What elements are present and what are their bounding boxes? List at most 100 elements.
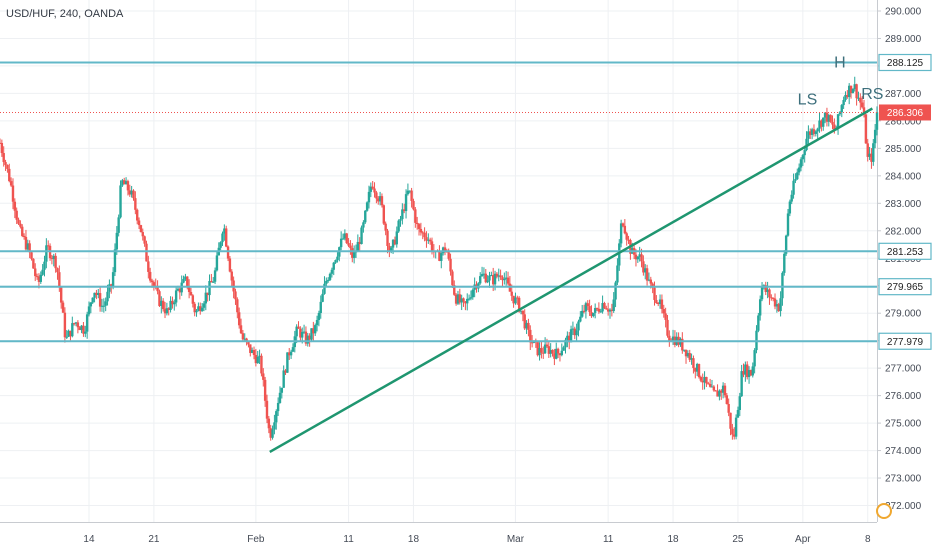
candle-body (599, 311, 602, 313)
candle-body (584, 303, 588, 312)
candle-body (139, 225, 143, 233)
y-tick-label: 285.000 (885, 144, 922, 155)
candle-body (497, 275, 500, 277)
candle-body (568, 335, 571, 343)
candle-body (616, 265, 619, 283)
candle-body (443, 247, 447, 251)
candle-body (243, 338, 246, 340)
candle-body (382, 205, 386, 224)
candle-body (404, 194, 408, 212)
annotation-ls: LS (798, 91, 818, 108)
candle-body (6, 164, 9, 169)
candle-body (449, 258, 452, 272)
candle-body (543, 344, 547, 354)
candle-body (812, 129, 816, 134)
candle-body (655, 299, 658, 303)
candle-body (727, 404, 730, 413)
candle-body (72, 323, 76, 325)
candle-body (716, 391, 719, 397)
candle-body (319, 301, 322, 313)
candle-body (644, 268, 647, 273)
candle-body (89, 302, 93, 307)
candle-body (660, 299, 664, 310)
candle-body (860, 102, 864, 108)
candle-body (760, 286, 764, 300)
candle-body (866, 143, 869, 157)
candle-body (19, 223, 22, 227)
candle-body (160, 300, 163, 306)
candle-body (529, 329, 532, 343)
candle-body (833, 124, 836, 131)
x-tick-label: Feb (247, 534, 265, 545)
candle-body (395, 231, 398, 245)
candle-body (32, 258, 35, 269)
candle-body (419, 228, 423, 233)
candle-body (167, 308, 170, 310)
candle-body (369, 186, 373, 192)
candle-body (26, 243, 30, 250)
candle-body (169, 300, 172, 310)
candle-body (729, 412, 732, 429)
candle-body (441, 247, 445, 254)
candle-body (770, 297, 773, 299)
candle-body (150, 280, 154, 283)
candle-body (777, 304, 780, 312)
candle-body (113, 249, 117, 273)
y-tick-label: 284.000 (885, 171, 922, 182)
candle-body (525, 322, 528, 329)
candle-body (621, 223, 625, 226)
candle-body (126, 181, 130, 191)
candle-body (223, 228, 226, 234)
candle-body (634, 254, 638, 260)
candle-body (317, 312, 321, 321)
candle-body (853, 84, 856, 90)
candle-body (592, 312, 595, 317)
candle-body (595, 308, 599, 310)
candle-body (271, 429, 274, 438)
candle-body (102, 305, 106, 307)
candle-body (482, 273, 486, 275)
candle-body (326, 279, 330, 281)
candle-body (262, 373, 265, 380)
candle-body (775, 304, 779, 307)
candle-body (93, 292, 96, 298)
candle-body (855, 84, 858, 99)
candle-body (701, 380, 704, 383)
candle-body (278, 392, 282, 403)
candle-body (215, 255, 219, 271)
candle-body (490, 274, 493, 276)
candle-body (549, 349, 552, 354)
candle-body (651, 283, 654, 288)
trendline[interactable] (269, 107, 873, 454)
candle-body (757, 315, 760, 331)
candle-body (297, 326, 300, 329)
candle-body (705, 376, 708, 384)
candle-body (134, 198, 137, 210)
candle-body (256, 356, 259, 364)
level-label-box (878, 53, 932, 72)
candle-body (71, 323, 74, 337)
candle-body (692, 358, 695, 368)
candle-body (857, 97, 860, 99)
candle-body (371, 186, 374, 189)
candle-body (254, 354, 258, 364)
candle-body (796, 172, 799, 180)
candle-body (39, 274, 42, 282)
candle-body (625, 233, 628, 240)
candle-body (234, 291, 237, 300)
candle-body (308, 335, 311, 340)
candle-body (373, 188, 376, 193)
candle-body (286, 352, 289, 373)
candle-body (378, 196, 382, 202)
candle-body (56, 268, 59, 273)
settings-icon[interactable] (876, 503, 892, 519)
candle-body (80, 325, 83, 331)
candle-body (199, 306, 202, 312)
candle-body (236, 299, 239, 313)
candle-body (263, 379, 267, 401)
candle-body (171, 300, 174, 305)
candle-body (95, 292, 98, 295)
candle-body (325, 280, 328, 284)
